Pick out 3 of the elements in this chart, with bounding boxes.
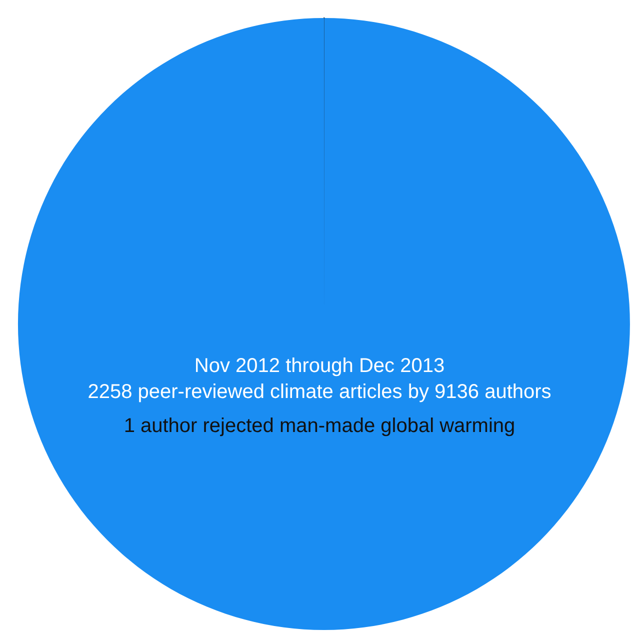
text: 2258 peer-reviewed climate articles by 9136 authors	[86, 380, 552, 405]
text: 1 author rejected man-made global warming	[122, 414, 516, 439]
text: Nov 2012 through Dec 2013	[193, 354, 446, 379]
